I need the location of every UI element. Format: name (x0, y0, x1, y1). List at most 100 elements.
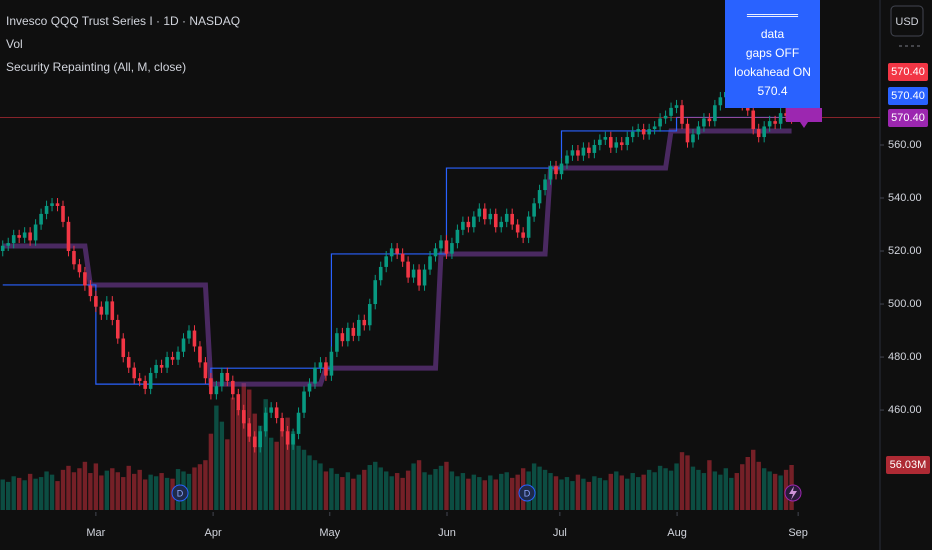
volume-bar (126, 465, 131, 510)
volume-bar (433, 469, 438, 510)
indicator-legend: Security Repainting (All, M, close) (6, 60, 186, 74)
candle-body (521, 232, 525, 238)
volume-bar (405, 470, 411, 510)
volume-bar (329, 468, 334, 510)
volume-bar (701, 473, 707, 510)
volume-bar (153, 476, 159, 510)
candle-body (647, 129, 651, 135)
annotation-marker (786, 108, 822, 128)
candle-body (132, 367, 137, 379)
candle-body (88, 285, 93, 297)
candle-body (351, 327, 356, 336)
volume-bar (208, 433, 214, 510)
candle-body (187, 330, 191, 339)
candle-body (526, 216, 531, 238)
candle-body (121, 338, 126, 358)
candle-body (417, 269, 421, 286)
candle-body (680, 105, 684, 124)
dividend-icon: D (171, 484, 189, 502)
candle-body (247, 423, 252, 437)
candle-body (258, 431, 263, 448)
volume-bar (99, 475, 104, 510)
volume-bar (482, 480, 488, 510)
volume-bar (641, 474, 646, 510)
y-tick-label: 540.00 (888, 192, 922, 204)
candle-body (324, 362, 328, 376)
candle-body (619, 142, 624, 145)
candle-body (148, 372, 153, 389)
volume-bar (44, 471, 49, 510)
candle-body (718, 97, 723, 106)
volume-bar (745, 456, 750, 510)
volume-bar (509, 477, 515, 510)
volume-bar (362, 469, 367, 510)
volume-bar (586, 481, 592, 510)
y-tick-label: 500.00 (888, 298, 922, 310)
candle-body (346, 327, 350, 342)
volume-bar (214, 405, 219, 510)
volume-bar (778, 475, 783, 510)
candle-body (713, 105, 717, 122)
volume-bar (657, 465, 663, 510)
volume-bar (356, 474, 362, 510)
volume-bar (416, 460, 422, 510)
volume-bar (460, 473, 466, 510)
volume-bar (729, 477, 734, 510)
candle-body (439, 240, 443, 249)
candle-body (176, 351, 180, 360)
candle-body (72, 251, 76, 265)
volume-bar (225, 439, 230, 510)
currency[interactable]: USD (895, 16, 918, 28)
candle-body (0, 245, 5, 252)
volume-bar (466, 478, 471, 510)
candle-body (39, 213, 43, 225)
candle-body (389, 248, 394, 257)
volume-bar (471, 474, 477, 510)
volume-bar (318, 463, 323, 510)
volume-bar (49, 474, 55, 510)
candle-body (137, 378, 142, 381)
candle-body (44, 205, 49, 214)
price-tag-label: 570.40 (891, 66, 925, 78)
volume-bar (66, 465, 71, 510)
volume-bar (751, 449, 756, 510)
volume-bar (740, 464, 745, 510)
chart-title: Invesco QQQ Trust Series I · 1D · NASDAQ (6, 14, 240, 28)
currency-button[interactable] (890, 5, 924, 37)
candle-body (767, 121, 772, 127)
candle-body (11, 235, 16, 244)
candle-body (115, 319, 120, 339)
candle-body (159, 365, 164, 368)
htf-line (2, 128, 792, 387)
volume-bar (148, 474, 153, 510)
candle-body (598, 139, 602, 145)
volume-bar (137, 469, 142, 510)
volume-bar (258, 425, 263, 510)
candle-body (674, 105, 679, 108)
candle-body (302, 391, 306, 413)
volume-bar (537, 466, 542, 510)
candle-body (110, 301, 115, 320)
volume-bar (197, 464, 203, 510)
y-tick-label: 560.00 (888, 139, 922, 151)
candle-body (477, 208, 482, 217)
volume-bar (345, 472, 351, 510)
volume-bar (340, 477, 345, 510)
candle-body (318, 362, 323, 368)
volume-bar (55, 481, 60, 510)
candle-body (625, 137, 630, 145)
candle-body (428, 256, 432, 270)
volume-bar (279, 429, 285, 510)
volume-bar (6, 481, 11, 510)
candle-body (384, 256, 388, 267)
candle-body (707, 118, 712, 122)
volume-bar (438, 465, 444, 510)
candle-body (543, 179, 547, 191)
volume-bar (27, 473, 33, 510)
candle-body (17, 235, 21, 238)
candle-body (357, 319, 361, 336)
volume-bar (723, 468, 729, 510)
candle-body (499, 221, 504, 228)
candle-body (636, 129, 640, 132)
candle-body (28, 232, 32, 241)
